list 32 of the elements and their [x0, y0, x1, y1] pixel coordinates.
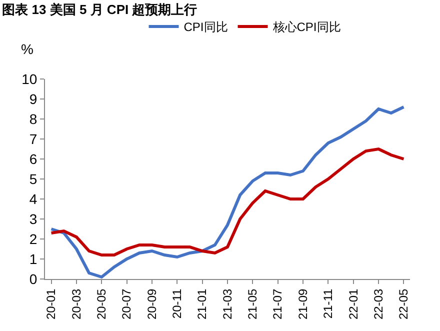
- legend-label: CPI同比: [184, 20, 228, 34]
- x-tick-label: 20-11: [170, 288, 184, 319]
- y-tick-label: 7: [29, 130, 38, 147]
- y-tick-label: 4: [29, 190, 38, 207]
- x-tick-label: 20-05: [94, 288, 109, 320]
- y-tick-label: 3: [29, 210, 38, 227]
- x-tick-label: 20-01: [44, 288, 58, 320]
- line-series: [50, 148, 406, 256]
- y-tick-label: 6: [29, 150, 38, 167]
- x-tick-label: 21-07: [270, 288, 285, 320]
- x-tick-label: 22-03: [371, 288, 386, 320]
- y-tick-label: 9: [29, 90, 38, 107]
- x-tick-label: 22-05: [396, 288, 411, 320]
- x-tick-label: 20-03: [69, 288, 84, 320]
- y-tick-label: 5: [29, 170, 38, 187]
- x-tick-label: 22-01: [346, 288, 360, 320]
- legend-label: 核心CPI同比: [272, 20, 341, 34]
- y-tick-label: 0: [29, 270, 38, 287]
- x-tick-label: 21-11: [321, 288, 336, 319]
- x-tick-label: 21-03: [220, 288, 234, 320]
- x-tick-label: 21-01: [195, 288, 210, 320]
- x-tick-label: 21-05: [246, 288, 260, 320]
- chart-title: 图表 13 美国 5 月 CPI 超预期上行: [2, 2, 198, 18]
- y-tick-label: 2: [29, 230, 38, 247]
- y-tick-label: 8: [29, 110, 38, 127]
- x-tick-label: 21-09: [296, 288, 310, 320]
- line-series: [50, 106, 406, 278]
- y-tick-label: 10: [22, 70, 38, 87]
- y-tick-label: 1: [29, 250, 38, 267]
- x-tick-label: 20-09: [144, 288, 159, 320]
- y-axis-title: %: [21, 41, 34, 57]
- x-tick-label: 20-07: [120, 288, 134, 320]
